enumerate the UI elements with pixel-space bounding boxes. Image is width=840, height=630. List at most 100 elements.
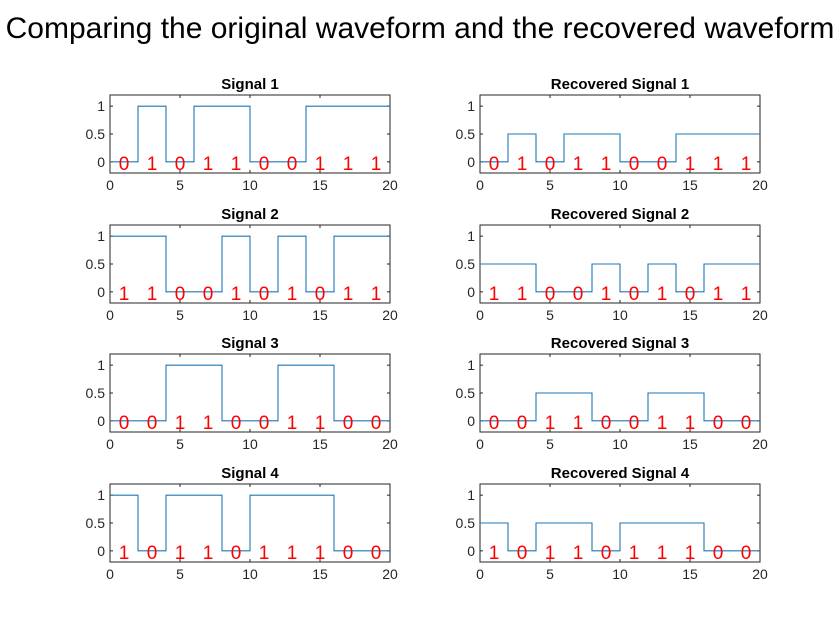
x-tick-label: 15: [682, 177, 698, 193]
subplot-title: Recovered Signal 1: [551, 76, 689, 93]
y-tick-label: 0.5: [86, 126, 106, 142]
waveform-line: [480, 522, 760, 552]
bit-label: 0: [489, 154, 500, 175]
bit-label: 1: [573, 413, 584, 434]
bit-label: 1: [601, 284, 612, 305]
x-tick-label: 10: [242, 566, 258, 582]
x-tick-label: 5: [546, 177, 554, 193]
x-tick-label: 20: [382, 177, 398, 193]
bit-label: 0: [343, 413, 354, 434]
bit-label: 0: [601, 543, 612, 564]
bit-label: 1: [573, 543, 584, 564]
bit-label: 1: [231, 284, 242, 305]
y-tick-label: 0.5: [456, 385, 476, 401]
waveform-line: [110, 494, 390, 552]
bit-label: 1: [657, 543, 668, 564]
bit-label: 1: [545, 413, 556, 434]
bit-label: 0: [629, 154, 640, 175]
y-tick-label: 0: [97, 284, 105, 300]
bit-label: 0: [343, 543, 354, 564]
bit-label: 0: [203, 284, 214, 305]
bit-label: 0: [713, 413, 724, 434]
x-tick-label: 15: [312, 177, 328, 193]
bit-label: 1: [741, 154, 752, 175]
waveform-line: [110, 364, 390, 422]
bit-label: 1: [315, 154, 326, 175]
bit-label: 0: [517, 413, 528, 434]
bit-label: 0: [713, 543, 724, 564]
y-tick-label: 0: [467, 543, 475, 559]
bit-label: 1: [259, 543, 270, 564]
x-tick-label: 10: [612, 307, 628, 323]
bit-label: 0: [231, 543, 242, 564]
y-tick-label: 0.5: [86, 515, 106, 531]
x-tick-label: 0: [106, 566, 114, 582]
bit-label: 1: [287, 543, 298, 564]
bit-label: 1: [685, 543, 696, 564]
x-tick-label: 20: [382, 436, 398, 452]
bit-label: 0: [119, 154, 130, 175]
waveform-line: [110, 235, 390, 293]
x-tick-label: 0: [476, 566, 484, 582]
y-tick-label: 0: [97, 154, 105, 170]
y-tick-label: 1: [467, 357, 475, 373]
bit-label: 1: [629, 543, 640, 564]
subplot-title: Signal 4: [221, 465, 279, 482]
y-tick-label: 1: [97, 357, 105, 373]
y-tick-label: 0: [467, 413, 475, 429]
bit-label: 0: [259, 284, 270, 305]
bit-label: 1: [517, 154, 528, 175]
x-tick-label: 0: [476, 177, 484, 193]
x-tick-label: 5: [546, 436, 554, 452]
bit-label: 1: [517, 284, 528, 305]
waveform-line: [480, 263, 760, 293]
y-tick-label: 1: [97, 487, 105, 503]
bit-label: 0: [629, 284, 640, 305]
x-tick-label: 15: [312, 307, 328, 323]
bit-label: 1: [343, 154, 354, 175]
bit-label: 0: [573, 284, 584, 305]
x-tick-label: 10: [612, 566, 628, 582]
bit-label: 1: [685, 154, 696, 175]
x-tick-label: 15: [312, 436, 328, 452]
x-tick-label: 15: [682, 307, 698, 323]
y-tick-label: 0.5: [456, 256, 476, 272]
bit-label: 1: [315, 413, 326, 434]
waveform-line: [480, 392, 760, 422]
y-tick-label: 0: [467, 154, 475, 170]
waveform-line: [480, 133, 760, 163]
bit-label: 1: [203, 543, 214, 564]
x-tick-label: 5: [176, 566, 184, 582]
bit-label: 1: [287, 413, 298, 434]
subplot-title: Recovered Signal 2: [551, 206, 689, 223]
x-tick-label: 20: [752, 436, 768, 452]
bit-label: 1: [489, 543, 500, 564]
y-tick-label: 0: [97, 413, 105, 429]
bit-label: 0: [657, 154, 668, 175]
y-tick-label: 1: [467, 487, 475, 503]
x-tick-label: 15: [682, 436, 698, 452]
x-tick-label: 5: [176, 436, 184, 452]
bit-label: 0: [315, 284, 326, 305]
bit-label: 1: [175, 543, 186, 564]
x-tick-label: 20: [752, 177, 768, 193]
bit-label: 1: [657, 284, 668, 305]
bit-label: 0: [259, 413, 270, 434]
x-tick-label: 10: [612, 436, 628, 452]
bit-label: 1: [545, 543, 556, 564]
y-tick-label: 0.5: [456, 126, 476, 142]
subplot-title: Signal 1: [221, 76, 279, 93]
x-tick-label: 20: [382, 307, 398, 323]
axes-box: [479, 353, 761, 433]
x-tick-label: 10: [242, 307, 258, 323]
bit-label: 1: [315, 543, 326, 564]
bit-label: 1: [371, 154, 382, 175]
subplot-title: Recovered Signal 4: [551, 465, 690, 482]
axes-box: [109, 353, 391, 433]
bit-label: 1: [203, 154, 214, 175]
